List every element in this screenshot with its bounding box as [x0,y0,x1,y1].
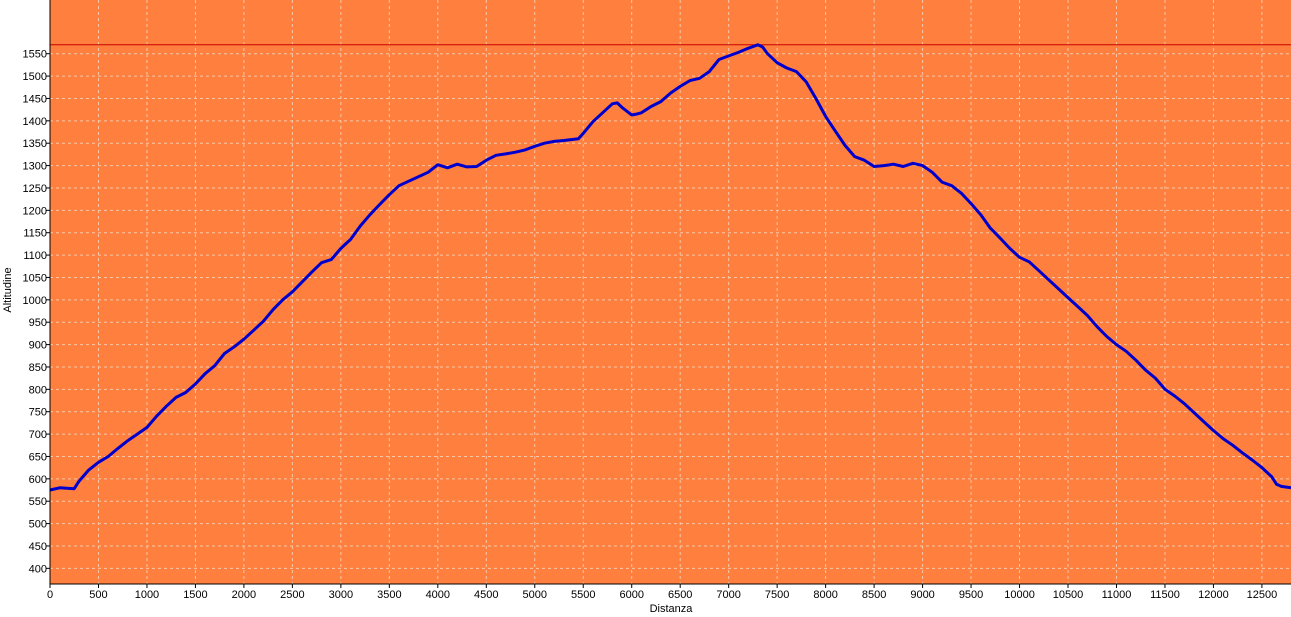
y-tick-label: 650 [29,451,47,463]
x-tick-label: 10500 [1053,589,1084,601]
y-tick-label: 1350 [23,138,47,150]
y-tick-label: 600 [29,474,47,486]
altitude-series-line [49,43,1291,492]
y-tick-label: 750 [29,407,47,419]
x-tick-label: 2500 [280,589,304,601]
y-tick-label: 450 [29,541,47,553]
y-tick-label: 1100 [23,250,47,262]
x-tick-label: 9500 [959,589,983,601]
x-tick-label: 5500 [571,589,595,601]
x-tick-label: 7000 [716,589,740,601]
y-tick-label: 1300 [23,161,47,173]
y-tick-label: 1550 [23,49,47,61]
y-tick-label: 1400 [23,116,47,128]
x-tick-label: 3500 [377,589,401,601]
x-tick-label: 4000 [426,589,450,601]
x-tick-label: 500 [89,589,107,601]
grid-lines [50,0,1291,584]
y-axis-title: Altitudine [2,267,14,312]
y-tick-label: 550 [29,496,47,508]
x-tick-label: 10000 [1004,589,1035,601]
x-tick-label: 1000 [135,589,159,601]
plot-area [50,0,1291,584]
y-tick-label: 800 [29,384,47,396]
x-axis-title: Distanza [650,603,694,615]
x-tick-label: 11500 [1150,589,1180,601]
x-tick-label: 12000 [1198,589,1229,601]
x-tick-label: 1500 [183,589,207,601]
x-tick-label: 8000 [813,589,837,601]
x-tick-label: 11000 [1102,589,1132,601]
x-tick-label: 4500 [474,589,498,601]
x-axis-ticks: 0 500 1000 1500 2000 2500 3000 3500 4000 4500 5000… [47,584,1277,601]
y-tick-label: 900 [29,340,47,352]
y-tick-label: 950 [29,317,47,329]
x-tick-label: 5000 [523,589,547,601]
y-axis-ticks: 400 450 500 550 600 650 700 750 800 850 900 950 1000… [23,49,50,575]
x-tick-label: 12500 [1247,589,1278,601]
x-tick-label: 7500 [765,589,789,601]
y-tick-label: 1050 [23,272,47,284]
y-tick-label: 1250 [23,183,47,195]
x-tick-label: 2000 [232,589,256,601]
y-tick-label: 1200 [23,205,47,217]
x-tick-label: 6500 [668,589,692,601]
y-tick-label: 500 [29,519,47,531]
y-tick-label: 1500 [23,71,47,83]
x-tick-label: 6000 [619,589,643,601]
y-tick-label: 850 [29,362,47,374]
y-tick-label: 700 [29,429,47,441]
y-tick-label: 400 [29,563,47,575]
x-tick-label: 3000 [329,589,353,601]
x-tick-label: 0 [47,589,53,601]
y-tick-label: 1000 [23,295,47,307]
x-tick-label: 9000 [910,589,934,601]
y-tick-label: 1150 [23,228,47,240]
y-tick-label: 1450 [23,93,47,105]
x-tick-label: 8500 [862,589,886,601]
